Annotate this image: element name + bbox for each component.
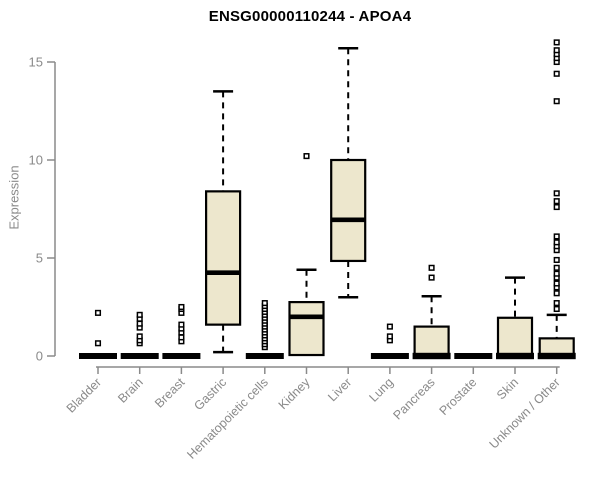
outlier-point [136,320,143,327]
x-category-label: Gastric [191,375,229,413]
box [288,301,325,357]
outlier-point [553,203,560,211]
collapsed-box [120,353,159,359]
x-category-label: Brain [115,375,146,406]
box [496,316,534,358]
outlier-point [553,198,560,205]
outlier-point [553,305,560,313]
outlier-point [94,309,102,316]
x-category-label: Breast [152,375,188,411]
outlier-point [303,153,310,160]
outlier-point [553,300,560,307]
collapsed-box [454,353,493,359]
outlier-point [553,270,560,277]
collapsed-box [245,353,284,359]
x-category-label: Prostate [437,375,480,418]
outlier-point [136,311,143,318]
outlier-point [261,300,268,307]
outlier-point [386,333,393,340]
outlier-point [553,190,560,197]
x-category-label: Kidney [276,375,313,412]
outlier-point [553,239,560,246]
outlier-point [94,340,102,347]
outlier-point [553,47,560,54]
outlier-point [553,233,560,240]
y-tick-label: 5 [36,251,43,266]
outlier-point [553,256,560,264]
y-tick-label: 0 [36,349,43,364]
x-category-label: Unknown / Other [487,375,563,451]
x-category-label: Liver [325,375,354,404]
box [413,325,450,358]
outlier-point [553,39,560,46]
x-category-label: Lung [366,375,396,405]
median-bar [496,352,534,360]
box [205,190,242,326]
outlier-point [553,280,560,287]
outlier-point [428,274,435,281]
outlier-point [178,303,185,311]
chart-title: ENSG00000110244 - APOA4 [208,8,412,25]
x-category-label: Hematopoietic cells [184,375,271,462]
collapsed-box [370,353,409,359]
outlier-point [553,264,560,271]
outlier-point [553,290,560,297]
outlier-point [428,264,435,271]
outlier-point [386,323,393,330]
outlier-point [136,333,143,340]
outlier-point [178,321,185,328]
collapsed-box [162,353,201,359]
box [330,158,367,263]
y-tick-label: 10 [29,153,43,168]
outlier-point [178,334,185,341]
outlier-point [553,98,560,105]
median-bar [412,352,451,360]
x-category-label: Skin [494,375,521,402]
collapsed-box [79,353,117,359]
outlier-point [553,70,560,77]
x-category-label: Bladder [64,375,104,415]
x-category-label: Pancreas [390,375,437,422]
y-tick-label: 15 [29,55,43,70]
median-bar [537,352,576,360]
